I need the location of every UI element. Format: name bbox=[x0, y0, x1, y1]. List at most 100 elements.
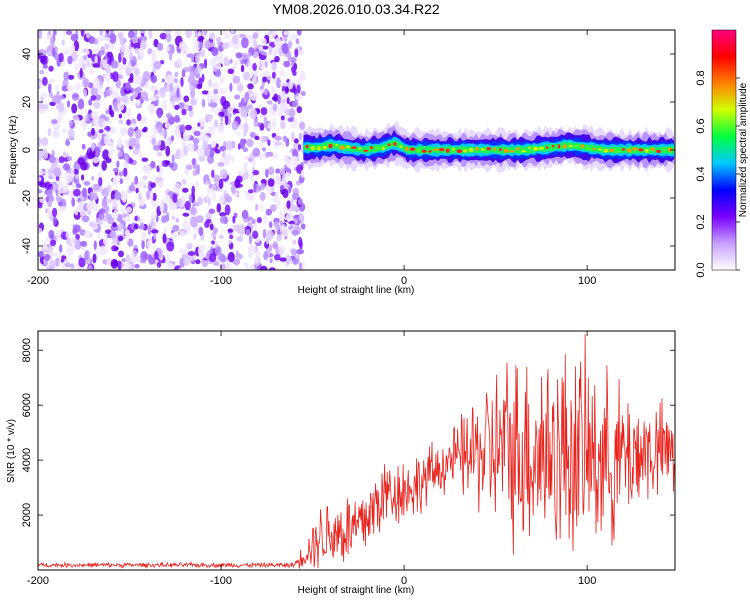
noise-blob bbox=[212, 191, 216, 202]
noise-blob bbox=[141, 239, 145, 250]
noise-blob bbox=[279, 184, 285, 191]
noise-blob bbox=[165, 33, 172, 43]
noise-blob bbox=[116, 138, 123, 149]
noise-blob bbox=[218, 111, 225, 117]
noise-blob bbox=[53, 215, 57, 226]
noise-blob bbox=[249, 131, 256, 138]
noise-blob bbox=[92, 253, 97, 264]
noise-blob bbox=[81, 143, 86, 150]
snr-x-tick-label: -100 bbox=[210, 575, 232, 587]
noise-blob bbox=[118, 119, 124, 125]
signal-peak bbox=[393, 142, 397, 146]
spectrogram-y-tick-label: -20 bbox=[21, 190, 33, 206]
noise-blob bbox=[234, 94, 241, 100]
noise-blob bbox=[271, 30, 277, 38]
noise-blob bbox=[211, 140, 217, 149]
noise-blob bbox=[177, 102, 185, 109]
noise-blob bbox=[38, 227, 43, 234]
noise-blob bbox=[247, 244, 256, 255]
noise-blob bbox=[124, 229, 130, 236]
noise-blob bbox=[79, 67, 83, 78]
noise-blob bbox=[54, 84, 59, 91]
noise-blob bbox=[161, 78, 165, 83]
noise-blob bbox=[157, 124, 163, 134]
noise-blob bbox=[185, 169, 190, 175]
noise-blob bbox=[181, 69, 186, 78]
noise-blob bbox=[84, 154, 88, 162]
noise-blob bbox=[148, 103, 156, 115]
noise-blob bbox=[193, 233, 197, 240]
noise-blob bbox=[62, 151, 67, 157]
noise-blob bbox=[222, 30, 227, 36]
signal-peak bbox=[416, 148, 421, 153]
noise-blob bbox=[237, 224, 241, 234]
noise-blob bbox=[151, 229, 159, 234]
noise-blob bbox=[95, 93, 101, 101]
noise-blob bbox=[204, 40, 211, 50]
noise-blob bbox=[53, 95, 62, 105]
noise-blob bbox=[110, 110, 115, 118]
noise-blob bbox=[62, 30, 67, 35]
noise-blob bbox=[176, 87, 180, 98]
noise-blob bbox=[102, 59, 108, 69]
noise-blob bbox=[159, 32, 167, 40]
colorbar-tick-label: 0.0 bbox=[695, 262, 707, 277]
noise-blob bbox=[208, 79, 212, 88]
noise-blob bbox=[102, 149, 110, 161]
noise-blob bbox=[84, 229, 91, 239]
noise-blob bbox=[86, 60, 90, 67]
noise-blob bbox=[190, 216, 198, 228]
signal-peak bbox=[545, 146, 549, 149]
noise-blob bbox=[238, 224, 246, 236]
noise-blob bbox=[189, 84, 194, 90]
noise-blob bbox=[125, 65, 132, 77]
noise-blob bbox=[88, 221, 96, 227]
noise-blob bbox=[214, 246, 222, 256]
noise-blob bbox=[49, 234, 55, 240]
noise-blob bbox=[218, 196, 226, 204]
noise-blob bbox=[78, 257, 86, 268]
noise-blob bbox=[298, 213, 304, 222]
noise-blob bbox=[292, 149, 299, 158]
noise-blob bbox=[260, 179, 267, 184]
colorbar-tick-label: 0.6 bbox=[695, 118, 707, 133]
noise-blob bbox=[181, 178, 187, 185]
noise-blob bbox=[264, 60, 268, 68]
spectrogram-x-tick-label: -100 bbox=[210, 275, 232, 287]
noise-blob bbox=[75, 82, 81, 90]
noise-blob bbox=[201, 73, 205, 83]
noise-blob bbox=[104, 72, 111, 83]
spectrogram-y-ticks: -40 -20 0 20 40 bbox=[21, 48, 675, 254]
noise-blob bbox=[121, 258, 126, 263]
noise-blob bbox=[282, 173, 286, 184]
noise-blob bbox=[127, 61, 132, 68]
noise-blob bbox=[214, 63, 222, 70]
noise-blob bbox=[92, 77, 101, 89]
noise-blob bbox=[138, 192, 142, 201]
noise-blob bbox=[48, 65, 54, 72]
noise-blob bbox=[267, 76, 272, 81]
noise-blob bbox=[178, 197, 182, 207]
noise-blob bbox=[111, 71, 119, 82]
noise-blob bbox=[117, 150, 123, 158]
noise-blob bbox=[38, 176, 42, 182]
noise-blob bbox=[219, 215, 227, 224]
snr-x-ticks: -200 -100 0 100 bbox=[27, 331, 596, 587]
noise-blob bbox=[132, 90, 138, 98]
noise-blob bbox=[90, 176, 95, 181]
noise-blob bbox=[112, 176, 119, 185]
snr-y-tick-label: 4000 bbox=[21, 448, 33, 472]
signal-peak bbox=[399, 145, 403, 148]
noise-blob bbox=[233, 60, 238, 69]
signal-peak bbox=[598, 148, 602, 151]
noise-blob bbox=[156, 261, 162, 268]
noise-blob bbox=[143, 126, 148, 132]
noise-blob bbox=[58, 52, 64, 63]
noise-blob bbox=[140, 231, 147, 241]
noise-blob bbox=[194, 181, 199, 188]
noise-blob bbox=[67, 74, 75, 80]
noise-blob bbox=[117, 223, 123, 232]
noise-blob bbox=[186, 242, 193, 250]
noise-blob bbox=[159, 202, 165, 213]
noise-blob bbox=[172, 193, 178, 203]
